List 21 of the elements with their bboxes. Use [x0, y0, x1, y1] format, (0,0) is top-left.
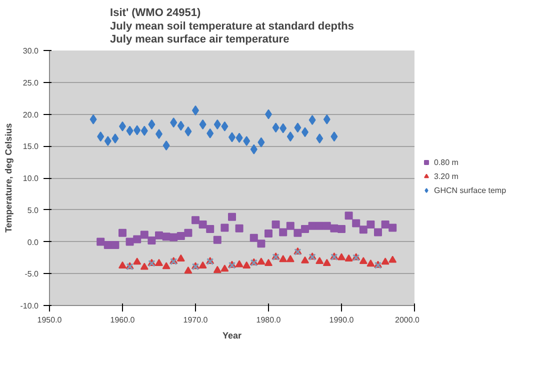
- y-tick-label: 15.0: [22, 142, 40, 152]
- x-tick-label: 1960.0: [110, 316, 136, 324]
- x-tick-label: 1950.0: [37, 316, 62, 324]
- legend-label: GHCN surface temp: [434, 184, 508, 196]
- x-tick-label: 2000.0: [395, 316, 420, 324]
- y-tick-label: -10.0: [20, 302, 40, 310]
- y-tick-label: 0.0: [27, 238, 40, 247]
- y-tick-label: 30.0: [22, 46, 40, 56]
- y-tick-label: 20.0: [22, 110, 40, 120]
- y-tick-label: 10.0: [22, 174, 40, 183]
- y-tick-label: -5.0: [24, 270, 40, 279]
- legend-label: 3.20 m: [434, 170, 460, 182]
- y-tick-label: 25.0: [22, 78, 40, 88]
- x-tick-label: 1980.0: [256, 316, 282, 324]
- x-tick-label: 1990.0: [329, 316, 354, 324]
- x-axis-title: Year: [222, 330, 242, 340]
- chart-title: Isit' (WMO 24951) July mean soil temperature at standard depths July mean surface air temperature: [110, 7, 354, 46]
- y-axis-title: Temperature, deg Celsius: [3, 123, 14, 233]
- y-tick-label: 5.0: [27, 206, 40, 215]
- x-tick-label: 1970.0: [183, 316, 208, 324]
- legend-label: 0.80 m: [434, 156, 460, 168]
